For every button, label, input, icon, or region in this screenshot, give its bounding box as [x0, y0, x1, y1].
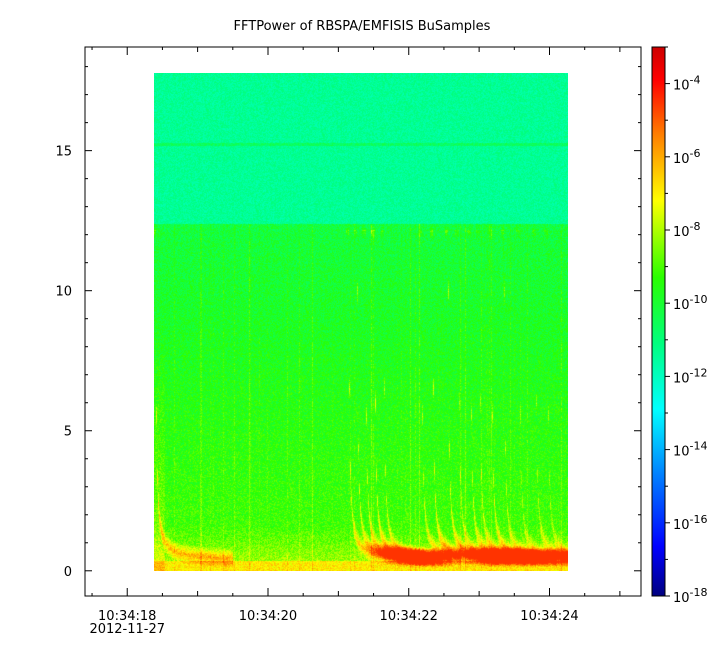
x-tick-label: 10:34:24: [520, 609, 578, 624]
y-tick-label: 5: [64, 425, 72, 440]
colorbar-tick-label: 10-18: [673, 586, 708, 606]
colorbar-tick-label: 10-6: [673, 147, 701, 167]
colorbar-tick-label: 10-16: [673, 513, 708, 533]
colorbar-tick-label: 10-10: [673, 293, 708, 313]
y-axis: 0 5 10 15: [55, 66, 641, 580]
x-tick-label: 10:34:20: [239, 609, 297, 624]
colorbar-tick-label: 10-4: [673, 74, 701, 94]
chart-title: FFTPower of RBSPA/EMFISIS BuSamples: [234, 19, 491, 34]
colorbar-tick-label: 10-14: [673, 440, 708, 460]
colorbar: [651, 46, 666, 597]
x-date-label: 2012-11-27: [89, 622, 165, 637]
x-tick-label: 10:34:18: [98, 609, 156, 624]
y-tick-label: 10: [55, 285, 72, 300]
colorbar-axis: 10-18 10-16 10-14 10-12 10-10 10-8 10-6 10-4: [665, 46, 708, 606]
x-tick-label: 10:34:22: [380, 609, 438, 624]
spectrogram-image: [154, 73, 568, 571]
colorbar-tick-label: 10-8: [673, 220, 701, 240]
colorbar-tick-label: 10-12: [673, 366, 708, 386]
y-tick-label: 0: [64, 565, 72, 580]
y-tick-label: 15: [55, 145, 72, 160]
